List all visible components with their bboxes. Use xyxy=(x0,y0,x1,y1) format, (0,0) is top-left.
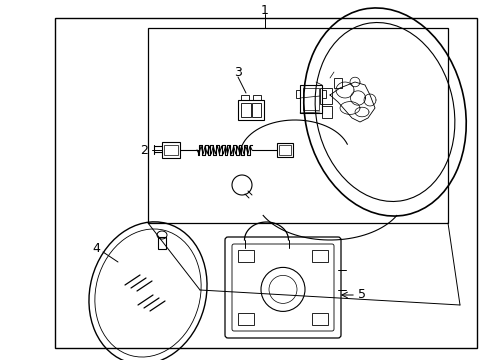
Bar xyxy=(238,100,264,120)
Bar xyxy=(276,143,292,157)
Text: 5: 5 xyxy=(357,288,365,302)
Bar xyxy=(321,106,331,118)
Bar xyxy=(55,18,476,348)
Bar xyxy=(162,142,180,158)
Bar xyxy=(251,103,261,117)
Bar xyxy=(321,90,325,98)
Bar xyxy=(311,250,327,262)
Bar xyxy=(148,28,447,223)
Text: 4: 4 xyxy=(92,242,100,255)
Text: 2: 2 xyxy=(140,144,148,157)
Bar xyxy=(303,88,318,110)
Bar xyxy=(311,313,327,325)
Bar xyxy=(319,88,331,104)
Bar xyxy=(241,95,248,100)
Bar xyxy=(238,250,253,262)
Bar xyxy=(252,95,261,100)
Bar xyxy=(333,78,341,88)
Bar xyxy=(241,103,250,117)
Bar xyxy=(299,85,321,113)
Bar xyxy=(158,237,165,249)
Bar xyxy=(163,145,178,155)
Bar xyxy=(279,145,290,155)
Bar xyxy=(295,90,299,98)
Text: 1: 1 xyxy=(261,4,268,17)
Text: 3: 3 xyxy=(234,66,242,78)
Bar xyxy=(238,313,253,325)
